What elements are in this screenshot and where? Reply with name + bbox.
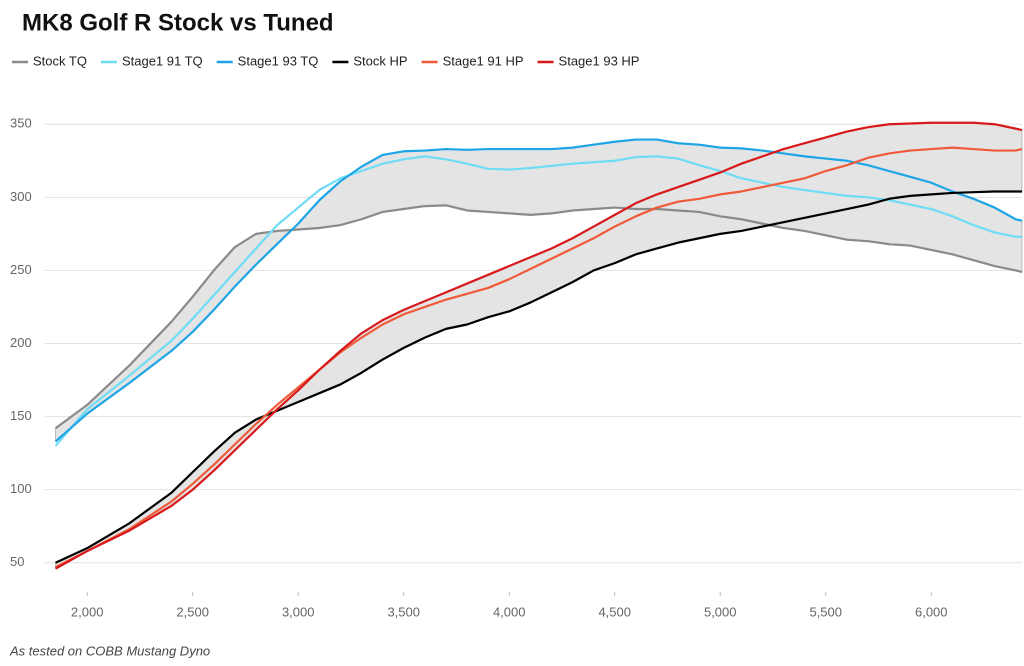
y-tick-label: 100 — [10, 481, 32, 496]
legend-label: Stage1 91 TQ — [122, 53, 203, 68]
x-tick-label: 5,500 — [809, 604, 842, 619]
chart-title: MK8 Golf R Stock vs Tuned — [22, 9, 334, 36]
x-tick-label: 3,500 — [387, 604, 420, 619]
x-tick-label: 2,500 — [176, 604, 209, 619]
line — [54, 204, 1023, 430]
legend-label: Stage1 91 HP — [443, 53, 524, 68]
x-tick-label: 6,000 — [915, 604, 948, 619]
line — [55, 146, 1023, 569]
y-tick-label: 50 — [10, 554, 24, 569]
x-tick-label: 4,500 — [598, 604, 631, 619]
y-tick-label: 150 — [10, 408, 32, 423]
legend-label: Stage1 93 TQ — [238, 53, 319, 68]
y-tick-label: 200 — [10, 335, 32, 350]
x-tick-label: 3,000 — [282, 604, 315, 619]
x-tick-label: 4,000 — [493, 604, 526, 619]
legend-label: Stock HP — [353, 53, 407, 68]
line — [55, 121, 1023, 570]
y-tick-label: 350 — [10, 116, 32, 131]
x-tick-label: 2,000 — [71, 604, 104, 619]
x-tick-label: 5,000 — [704, 604, 737, 619]
y-tick-label: 300 — [10, 189, 32, 204]
legend-label: Stock TQ — [33, 53, 87, 68]
y-tick-label: 250 — [10, 262, 32, 277]
line — [54, 138, 1023, 443]
line — [54, 155, 1022, 447]
line — [55, 190, 1022, 564]
footnote: As tested on COBB Mustang Dyno — [9, 643, 210, 658]
legend-label: Stage1 93 HP — [559, 53, 640, 68]
